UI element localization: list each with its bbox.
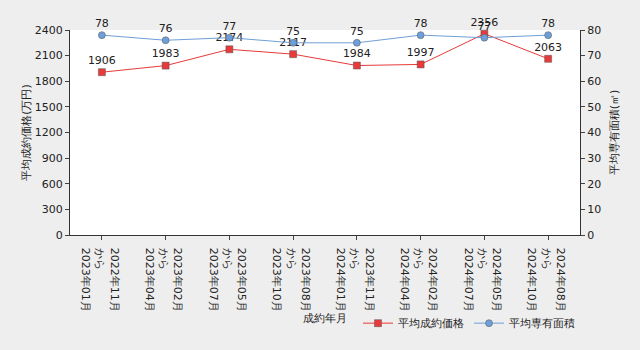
svg-text:30: 30 bbox=[587, 152, 601, 165]
svg-text:78: 78 bbox=[541, 17, 555, 30]
svg-text:2117: 2117 bbox=[279, 36, 307, 49]
svg-text:2024年05月から2024年07月: 2024年05月から2024年07月 bbox=[462, 248, 504, 312]
svg-text:70: 70 bbox=[587, 49, 601, 62]
svg-text:2023年02月から2023年04月: 2023年02月から2023年04月 bbox=[143, 248, 185, 312]
svg-text:300: 300 bbox=[42, 203, 63, 216]
svg-text:成約年月: 成約年月 bbox=[303, 312, 347, 325]
svg-text:平均専有面積: 平均専有面積 bbox=[509, 317, 575, 330]
svg-text:77: 77 bbox=[222, 20, 236, 33]
svg-text:0: 0 bbox=[56, 229, 63, 242]
svg-text:1983: 1983 bbox=[152, 47, 180, 60]
svg-text:0: 0 bbox=[587, 229, 594, 242]
svg-text:1500: 1500 bbox=[35, 101, 63, 114]
svg-text:2023年11月から2024年01月: 2023年11月から2024年01月 bbox=[334, 248, 376, 312]
svg-text:2022年11月から2023年01月: 2022年11月から2023年01月 bbox=[79, 248, 121, 312]
svg-text:1906: 1906 bbox=[88, 54, 116, 67]
svg-text:50: 50 bbox=[587, 101, 601, 114]
svg-text:1997: 1997 bbox=[407, 46, 435, 59]
svg-text:77: 77 bbox=[477, 20, 491, 33]
svg-text:2400: 2400 bbox=[35, 24, 63, 37]
svg-text:900: 900 bbox=[42, 152, 63, 165]
svg-text:1800: 1800 bbox=[35, 75, 63, 88]
svg-text:76: 76 bbox=[159, 22, 173, 35]
svg-text:20: 20 bbox=[587, 178, 601, 191]
svg-text:600: 600 bbox=[42, 178, 63, 191]
svg-text:40: 40 bbox=[587, 126, 601, 139]
svg-text:78: 78 bbox=[414, 17, 428, 30]
svg-text:2023年05月から2023年07月: 2023年05月から2023年07月 bbox=[207, 248, 249, 312]
svg-text:1984: 1984 bbox=[343, 47, 371, 60]
svg-text:2356: 2356 bbox=[470, 16, 498, 29]
svg-text:75: 75 bbox=[350, 25, 364, 38]
svg-text:平均成約価格(万円): 平均成約価格(万円) bbox=[20, 84, 33, 181]
svg-text:80: 80 bbox=[587, 24, 601, 37]
svg-text:75: 75 bbox=[286, 25, 300, 38]
svg-text:2174: 2174 bbox=[215, 31, 243, 44]
svg-text:2063: 2063 bbox=[534, 41, 562, 54]
svg-text:1200: 1200 bbox=[35, 126, 63, 139]
svg-text:平均専有面積(㎡): 平均専有面積(㎡) bbox=[608, 90, 621, 176]
svg-text:2023年08月から2023年10月: 2023年08月から2023年10月 bbox=[270, 248, 312, 312]
svg-text:10: 10 bbox=[587, 203, 601, 216]
svg-text:78: 78 bbox=[95, 17, 109, 30]
svg-text:平均成約価格: 平均成約価格 bbox=[398, 317, 464, 330]
svg-text:2024年02月から2024年04月: 2024年02月から2024年04月 bbox=[398, 248, 440, 312]
svg-text:2100: 2100 bbox=[35, 49, 63, 62]
svg-text:2024年08月から2024年10月: 2024年08月から2024年10月 bbox=[525, 248, 567, 312]
svg-text:60: 60 bbox=[587, 75, 601, 88]
